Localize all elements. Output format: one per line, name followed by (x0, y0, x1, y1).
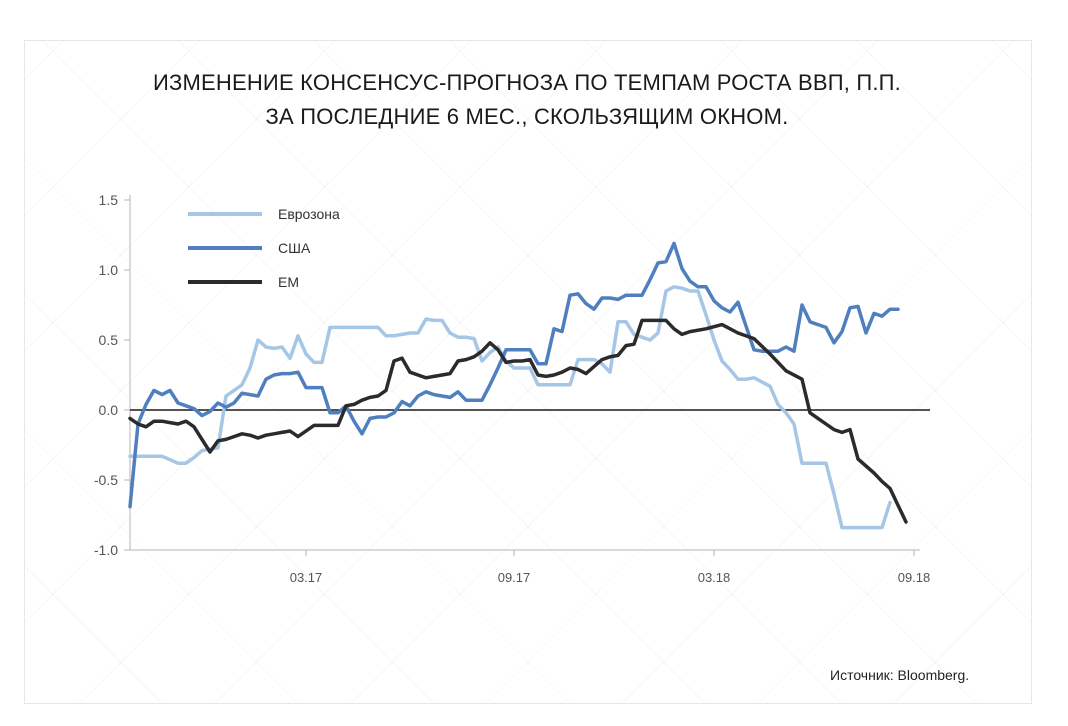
x-tick-label: 09.17 (498, 570, 531, 585)
y-tick-label: -1.0 (94, 542, 118, 558)
chart-title-line-2: ЗА ПОСЛЕДНИЕ 6 МЕС., СКОЛЬЗЯЩИМ ОКНОМ. (265, 104, 789, 129)
x-tick-label: 09.18 (898, 570, 931, 585)
legend-label-2: США (278, 240, 311, 256)
y-tick-label: 1.5 (99, 192, 119, 208)
x-tick-label: 03.17 (290, 570, 323, 585)
series-line-1 (128, 285, 892, 530)
y-tick-label: 0.0 (99, 402, 119, 418)
legend-label-3: ЕМ (278, 274, 299, 290)
series-line-2 (128, 241, 900, 509)
x-tick-label: 03.18 (698, 570, 731, 585)
series-line-3 (128, 318, 908, 524)
chart-title-line-1: ИЗМЕНЕНИЕ КОНСЕНСУС-ПРОГНОЗА ПО ТЕМПАМ Р… (152, 70, 901, 95)
legend-label-1: Еврозона (278, 206, 340, 222)
y-tick-label: 1.0 (99, 262, 119, 278)
chart-card (24, 40, 1032, 704)
chart-title: ИЗМЕНЕНИЕ КОНСЕНСУС-ПРОГНОЗА ПО ТЕМПАМ Р… (24, 66, 1030, 134)
y-tick-label: 0.5 (99, 332, 119, 348)
source-note: Источник: Bloomberg. (830, 667, 970, 683)
y-tick-label: -0.5 (94, 472, 118, 488)
watermark-pattern (25, 41, 1031, 703)
